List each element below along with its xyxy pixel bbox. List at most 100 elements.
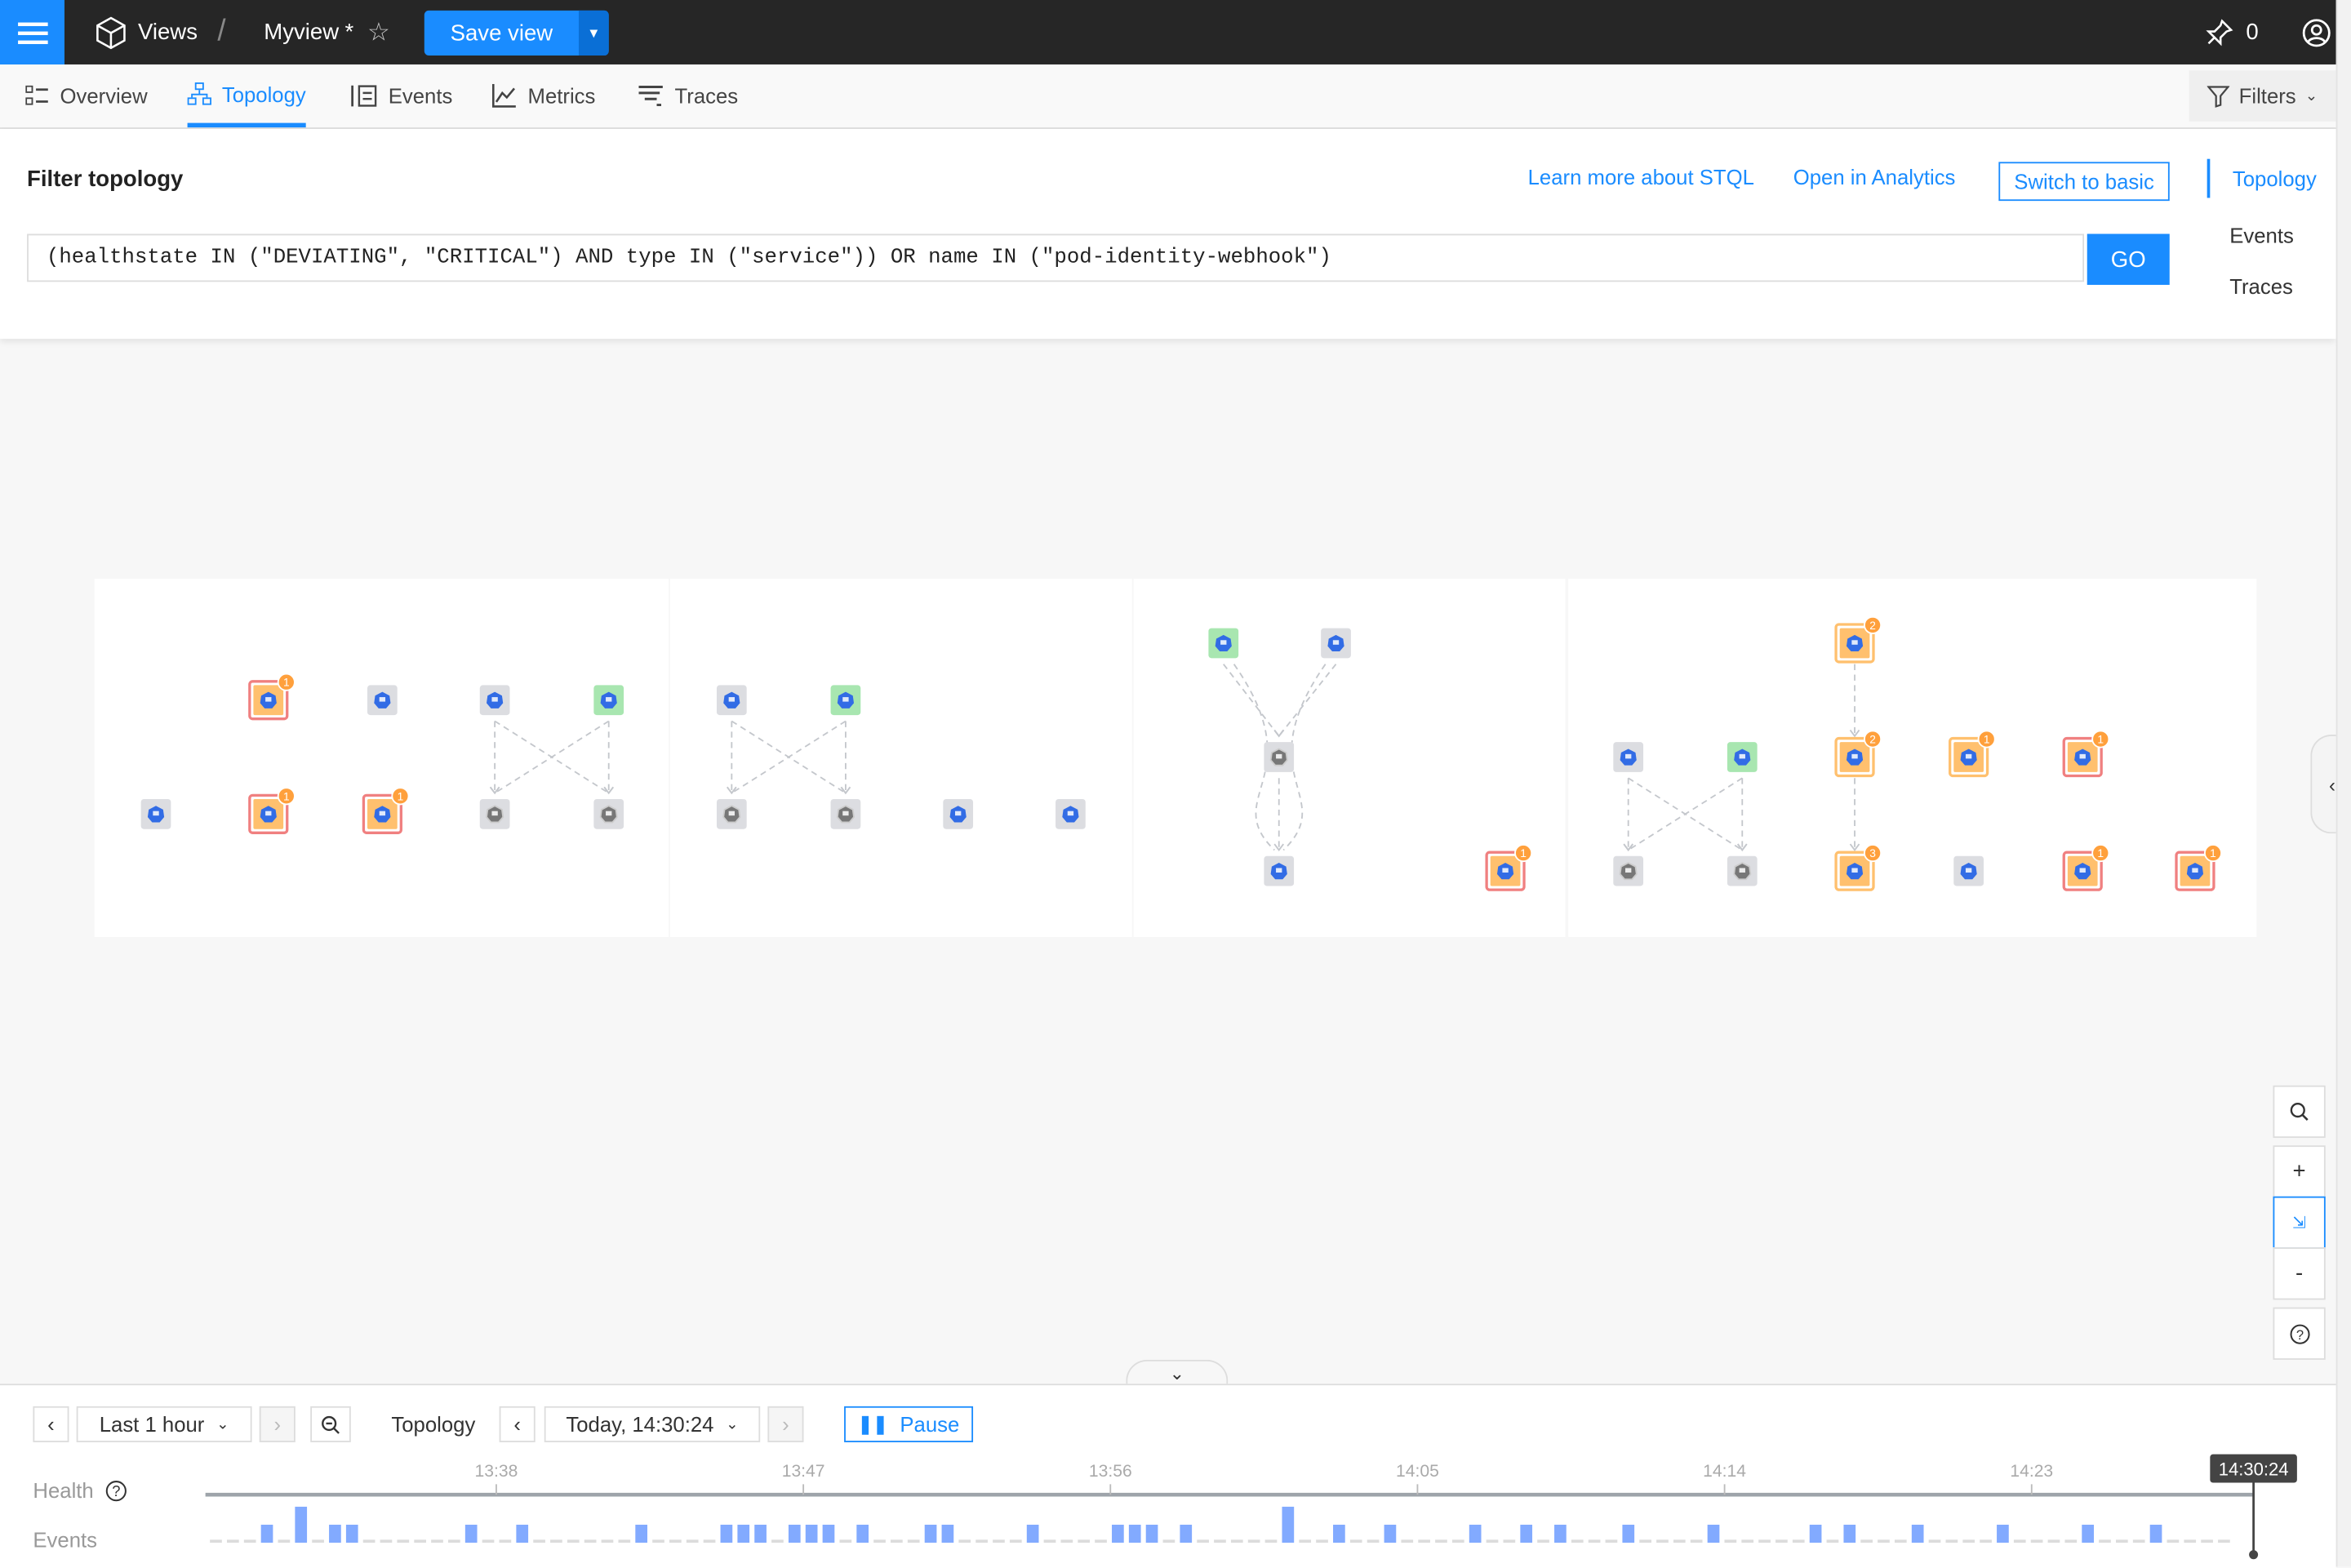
event-bar[interactable] — [464, 1524, 478, 1543]
event-bar[interactable] — [754, 1524, 767, 1543]
event-bar[interactable] — [1622, 1524, 1635, 1543]
tab-events[interactable]: Events — [351, 64, 452, 127]
tab-overview[interactable]: Overview — [25, 64, 148, 127]
component-node-clear[interactable] — [593, 685, 624, 716]
component-node-unknown[interactable] — [1953, 855, 1984, 886]
component-node-unknown[interactable] — [1613, 855, 1644, 886]
component-node-unknown[interactable] — [1264, 855, 1295, 886]
component-node-deviating[interactable]: 2 — [1834, 730, 1882, 778]
time-select[interactable]: Today, 14:30:24 ⌄ — [544, 1406, 761, 1442]
component-node-unknown[interactable] — [479, 685, 510, 716]
event-bar[interactable] — [1112, 1524, 1124, 1543]
component-node-unknown[interactable] — [830, 798, 861, 829]
time-prev-button[interactable]: ‹ — [499, 1406, 536, 1442]
component-node-clear[interactable] — [1208, 628, 1239, 659]
event-bar[interactable] — [1469, 1524, 1482, 1543]
component-node-unknown[interactable] — [479, 798, 510, 829]
component-node-deviating[interactable]: 2 — [1834, 615, 1882, 664]
save-view-button[interactable]: Save view ▼ — [424, 10, 609, 56]
event-bar[interactable] — [788, 1524, 801, 1543]
range-select[interactable]: Last 1 hour ⌄ — [76, 1406, 252, 1442]
learn-stql-link[interactable]: Learn more about STQL — [1527, 165, 1754, 189]
component-node-critical[interactable]: 1 — [1485, 844, 1533, 891]
save-dropdown-icon[interactable]: ▼ — [578, 10, 609, 56]
event-bar[interactable] — [822, 1524, 835, 1543]
zoom-out-time-button[interactable] — [310, 1406, 351, 1442]
switch-to-basic-button[interactable]: Switch to basic — [1998, 162, 2170, 202]
go-button[interactable]: GO — [2087, 233, 2170, 285]
event-bar[interactable] — [295, 1506, 308, 1543]
component-node-critical[interactable]: 1 — [248, 787, 296, 834]
event-bar[interactable] — [260, 1524, 273, 1543]
event-bar[interactable] — [1333, 1524, 1345, 1543]
event-bar[interactable] — [1554, 1524, 1567, 1543]
tab-topology[interactable]: Topology — [187, 64, 306, 128]
scrollbar[interactable] — [2335, 0, 2351, 1567]
side-nav-traces[interactable]: Traces — [2229, 274, 2293, 299]
event-bar[interactable] — [720, 1524, 733, 1543]
event-bar[interactable] — [1145, 1524, 1158, 1543]
zoom-out-button[interactable]: - — [2273, 1247, 2326, 1300]
component-node-clear[interactable] — [1727, 742, 1758, 772]
event-bar[interactable] — [1707, 1524, 1720, 1543]
component-node-deviating[interactable]: 1 — [1949, 730, 1996, 778]
component-node-critical[interactable]: 1 — [362, 787, 410, 834]
component-node-unknown[interactable] — [140, 798, 171, 829]
event-bar[interactable] — [1026, 1524, 1039, 1543]
event-bar[interactable] — [1180, 1524, 1193, 1543]
event-bar[interactable] — [856, 1524, 869, 1543]
component-node-unknown[interactable] — [1613, 742, 1644, 772]
event-bar[interactable] — [941, 1524, 954, 1543]
component-node-critical[interactable]: 1 — [2062, 844, 2110, 891]
component-node-unknown[interactable] — [367, 685, 398, 716]
event-bar[interactable] — [329, 1524, 341, 1543]
event-bar[interactable] — [1843, 1524, 1856, 1543]
side-nav-topology[interactable]: Topology — [2207, 158, 2317, 198]
star-icon[interactable]: ☆ — [367, 17, 391, 47]
component-node-unknown[interactable] — [716, 798, 747, 829]
component-node-unknown[interactable] — [1056, 798, 1086, 829]
event-bar[interactable] — [1128, 1524, 1141, 1543]
range-prev-button[interactable]: ‹ — [33, 1406, 69, 1442]
component-node-critical[interactable]: 1 — [2175, 844, 2223, 891]
event-bar[interactable] — [1384, 1524, 1397, 1543]
pause-button[interactable]: ❚❚ Pause — [844, 1406, 974, 1442]
event-bar[interactable] — [1809, 1524, 1822, 1543]
search-button[interactable] — [2273, 1085, 2326, 1139]
filters-button[interactable]: Filters ⌄ — [2189, 70, 2336, 122]
event-bar[interactable] — [1911, 1524, 1924, 1543]
help-icon[interactable]: ? — [105, 1479, 128, 1502]
event-bar[interactable] — [345, 1524, 358, 1543]
component-node-unknown[interactable] — [716, 685, 747, 716]
topology-canvas[interactable]: 1 1 1 1 2 2 1 1 3 1 1 — [0, 339, 2336, 1373]
current-time-handle[interactable] — [2249, 1550, 2259, 1560]
pin-button[interactable]: 0 — [2204, 0, 2259, 64]
event-bar[interactable] — [1520, 1524, 1533, 1543]
tab-traces[interactable]: Traces — [638, 64, 738, 127]
component-node-unknown[interactable] — [593, 798, 624, 829]
component-node-deviating[interactable]: 3 — [1834, 844, 1882, 891]
tab-metrics[interactable]: Metrics — [491, 64, 595, 127]
collapse-timeline-button[interactable]: ⌄ — [1126, 1359, 1229, 1386]
component-node-unknown[interactable] — [943, 798, 974, 829]
help-button[interactable]: ? — [2273, 1307, 2326, 1360]
range-next-button[interactable]: › — [259, 1406, 296, 1442]
event-bar[interactable] — [2082, 1524, 2094, 1543]
side-nav-events[interactable]: Events — [2229, 223, 2294, 248]
event-bar[interactable] — [805, 1524, 818, 1543]
component-node-clear[interactable] — [830, 685, 861, 716]
event-bar[interactable] — [635, 1524, 648, 1543]
component-node-unknown[interactable] — [1321, 628, 1351, 659]
event-bar[interactable] — [2149, 1524, 2162, 1543]
event-bar[interactable] — [1997, 1524, 2009, 1543]
event-bar[interactable] — [516, 1524, 529, 1543]
menu-button[interactable] — [0, 0, 64, 64]
component-node-critical[interactable]: 1 — [2062, 730, 2110, 778]
stql-query-input[interactable]: (healthstate IN ("DEVIATING", "CRITICAL"… — [27, 233, 2085, 282]
fit-screen-button[interactable]: ⇲ — [2273, 1196, 2326, 1249]
timeline-chart[interactable]: 13:38 13:47 13:56 14:05 14:14 14:23 14:30:24 — [0, 1385, 2336, 1568]
event-bar[interactable] — [1282, 1506, 1295, 1543]
event-bar[interactable] — [737, 1524, 750, 1543]
zoom-in-button[interactable]: + — [2273, 1145, 2326, 1198]
component-node-unknown[interactable] — [1264, 742, 1295, 772]
